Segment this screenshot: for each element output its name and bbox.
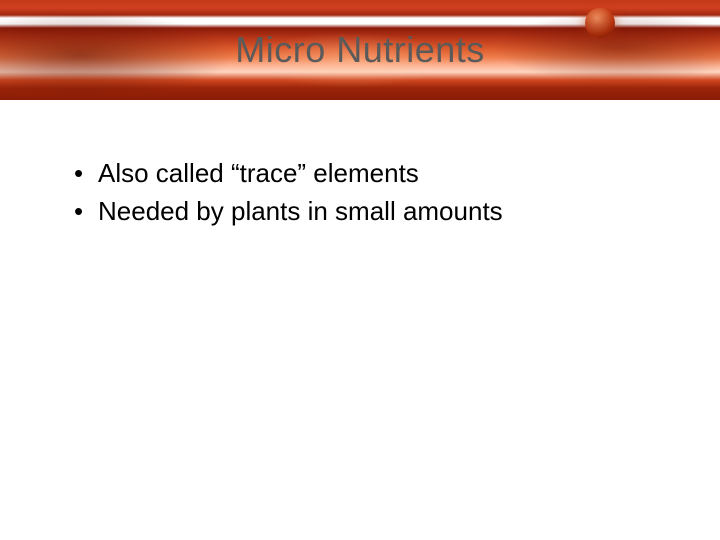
bullet-item: Needed by plants in small amounts (70, 193, 650, 231)
bullet-item: Also called “trace” elements (70, 155, 650, 193)
content-area: Also called “trace” elements Needed by p… (0, 100, 720, 230)
bullet-list: Also called “trace” elements Needed by p… (70, 155, 650, 230)
header-banner: Micro Nutrients (0, 0, 720, 100)
slide-title: Micro Nutrients (235, 29, 485, 71)
